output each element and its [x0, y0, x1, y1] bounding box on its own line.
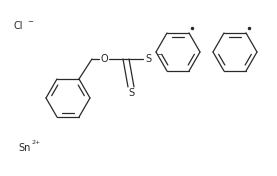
Text: −: − — [27, 19, 33, 25]
Text: S: S — [128, 88, 134, 98]
Text: S: S — [145, 54, 151, 64]
Text: O: O — [100, 54, 108, 64]
Text: Sn: Sn — [18, 143, 30, 153]
Text: Cl: Cl — [14, 21, 24, 31]
Text: −: − — [156, 52, 162, 58]
Text: 2+: 2+ — [31, 140, 40, 146]
